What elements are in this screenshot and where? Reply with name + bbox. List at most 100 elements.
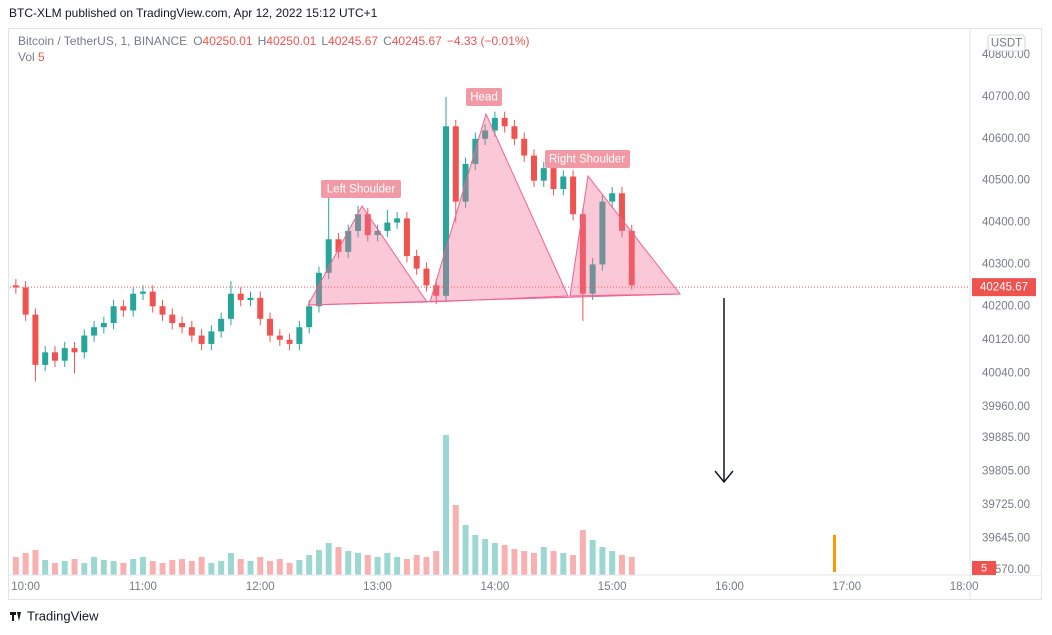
candle-body [130, 293, 137, 311]
volume-bar [540, 547, 547, 575]
volume-bar [32, 550, 39, 575]
marker [833, 535, 836, 572]
volume-label: Vol 5 [18, 50, 45, 64]
volume-bar [599, 547, 606, 575]
candle-body [227, 293, 234, 319]
volume-bar [188, 561, 195, 575]
candle-body [315, 272, 322, 307]
candle-body [530, 155, 537, 181]
last-price-bg [972, 278, 1036, 297]
volume-bar [550, 551, 557, 575]
x-tick-label: 10:00 [11, 581, 40, 593]
candle-body [91, 327, 98, 336]
ohlc: C40245.67 [383, 34, 442, 48]
y-tick-label: 39805.00 [982, 466, 1030, 478]
volume-bar [198, 557, 205, 575]
candle-body [149, 291, 156, 307]
volume-bar [472, 535, 479, 575]
currency-bg [987, 34, 1026, 52]
volume-bar [511, 549, 518, 575]
volume-bar [267, 561, 274, 575]
x-tick-label: 13:00 [363, 581, 392, 593]
candle-body [179, 323, 186, 328]
label-bg [466, 88, 502, 106]
currency: USDT [991, 38, 1022, 50]
volume-bar [100, 560, 107, 575]
x-tick-label: 12:00 [246, 581, 275, 593]
volume-bar [521, 551, 528, 575]
candle-body [501, 117, 508, 127]
candle-body [12, 285, 19, 288]
x-tick-label: 14:00 [480, 581, 509, 593]
volume-bar [110, 561, 117, 575]
volume-bar [374, 557, 381, 575]
candle-body [540, 168, 547, 181]
volume-bar [296, 560, 303, 575]
volume-bar [364, 555, 371, 575]
y-tick-label: 40400.00 [982, 217, 1030, 229]
ohlc: O40250.01 [193, 34, 253, 48]
volume-bar [443, 435, 450, 575]
ohlc: L40245.67 [321, 34, 378, 48]
candle-body [42, 352, 49, 365]
candle-body [306, 306, 313, 328]
y-tick-label: 40120.00 [982, 334, 1030, 346]
volume-bar [22, 553, 29, 575]
candle-body [32, 314, 39, 365]
candle-body [384, 222, 391, 231]
label-bg [545, 150, 630, 168]
volume-bar [227, 553, 234, 575]
volume-bar [12, 557, 19, 575]
y-tick-label: 40800.00 [982, 49, 1030, 61]
candle-body [100, 323, 107, 328]
volume-bar [491, 543, 498, 575]
candle-body [482, 130, 489, 139]
volume-bar [120, 563, 127, 575]
volume-bar [169, 560, 176, 575]
candle-body [374, 230, 381, 236]
y-tick-label: 40700.00 [982, 91, 1030, 103]
volume-bar [579, 530, 586, 575]
arrow [714, 298, 734, 484]
volume-bar [570, 555, 577, 575]
ohlc-key: H [258, 34, 267, 48]
candle-body [286, 339, 293, 344]
candle-body [276, 335, 283, 340]
candle-body [345, 230, 352, 252]
annotation: Left Shoulder [327, 184, 396, 196]
candle-body [550, 168, 557, 190]
candle-body [335, 239, 342, 252]
volume-bar [315, 550, 322, 575]
volume-bar [276, 559, 283, 575]
pattern [307, 112, 682, 306]
volume-bar [51, 563, 58, 575]
volume-bar [452, 505, 459, 575]
candle-body [511, 126, 518, 139]
volume-bar [501, 545, 508, 575]
y-tick-label: 40200.00 [982, 300, 1030, 312]
candle-body [257, 297, 264, 319]
ohlc-value: 40250.01 [203, 34, 253, 48]
candle-body [628, 230, 635, 286]
vol: Vol [18, 50, 35, 64]
candle-body [51, 352, 58, 361]
frame [8, 28, 1042, 600]
volume-bar [403, 559, 410, 575]
logo [10, 612, 21, 621]
volume-last-label: 5 [981, 562, 987, 574]
volume-bar [589, 540, 596, 575]
volume-bar [560, 553, 567, 575]
volume-bar [413, 555, 420, 575]
legend: Bitcoin / TetherUS, 1, BINANCE Vol 5 O40… [18, 34, 530, 64]
volume-bar [618, 555, 625, 575]
y-tick-label: 39960.00 [982, 401, 1030, 413]
last-price-label: 40245.67 [980, 282, 1028, 294]
volume-bar [257, 557, 264, 575]
candle-body [296, 327, 303, 344]
y-tick-label: 40300.00 [982, 258, 1030, 270]
volume-bar [286, 563, 293, 575]
candle-body [443, 126, 450, 296]
candle-body [491, 117, 498, 131]
